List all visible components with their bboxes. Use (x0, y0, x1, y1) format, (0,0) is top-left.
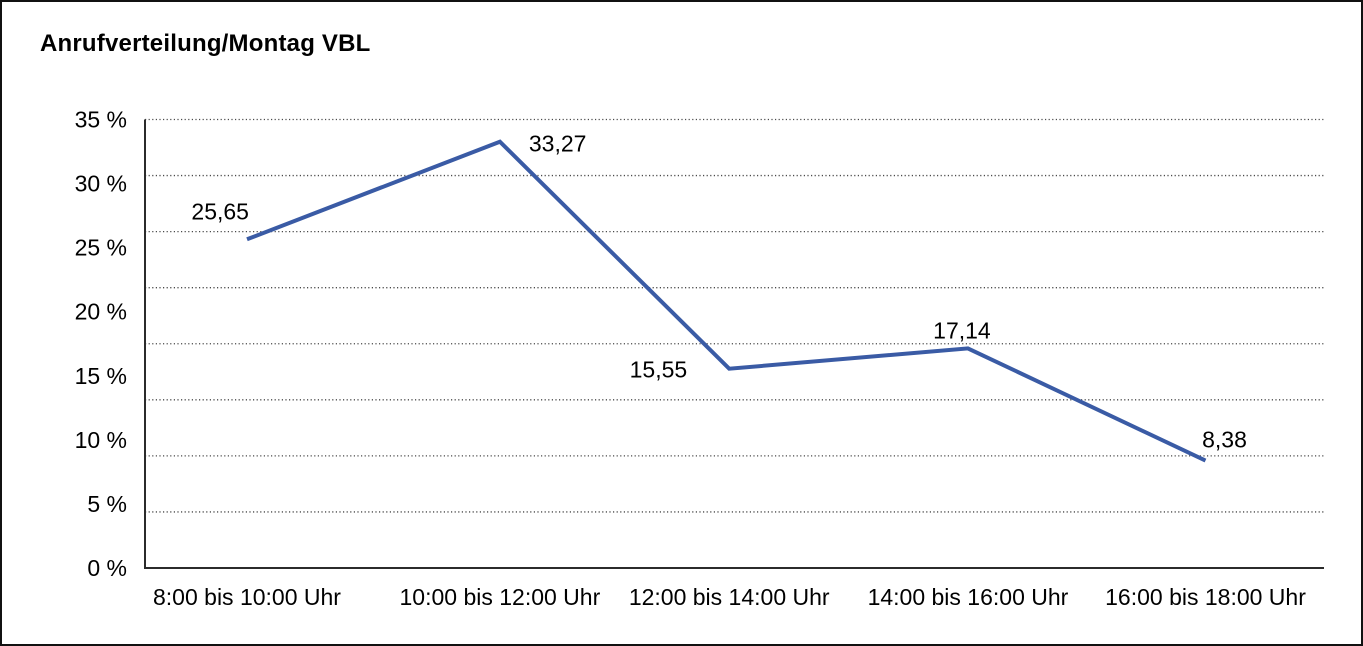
y-axis-tick-label: 10 % (75, 427, 127, 453)
y-axis-tick-label: 20 % (75, 299, 127, 325)
x-axis-category-label: 16:00 bis 18:00 Uhr (1105, 584, 1306, 610)
x-axis-category-label: 14:00 bis 16:00 Uhr (868, 584, 1069, 610)
y-axis-tick-label: 30 % (75, 171, 127, 197)
y-axis-tick-label: 35 % (75, 107, 127, 133)
x-axis-category-label: 12:00 bis 14:00 Uhr (629, 584, 830, 610)
y-axis-tick-label: 5 % (87, 491, 127, 517)
chart-title: Anrufverteilung/Montag VBL (40, 30, 371, 57)
data-point-label: 33,27 (529, 131, 587, 157)
x-axis-category-label: 10:00 bis 12:00 Uhr (400, 584, 601, 610)
data-point-label: 25,65 (191, 198, 249, 224)
data-point-label: 8,38 (1202, 427, 1247, 453)
y-axis-tick-label: 0 % (87, 555, 127, 581)
x-axis-category-label: 8:00 bis 10:00 Uhr (153, 584, 341, 610)
series-line (246, 139, 1207, 463)
y-axis-tick-label: 15 % (75, 363, 127, 389)
y-axis-tick-label: 25 % (75, 235, 127, 261)
data-point-label: 15,55 (630, 357, 688, 383)
data-point-label: 17,14 (933, 317, 991, 343)
